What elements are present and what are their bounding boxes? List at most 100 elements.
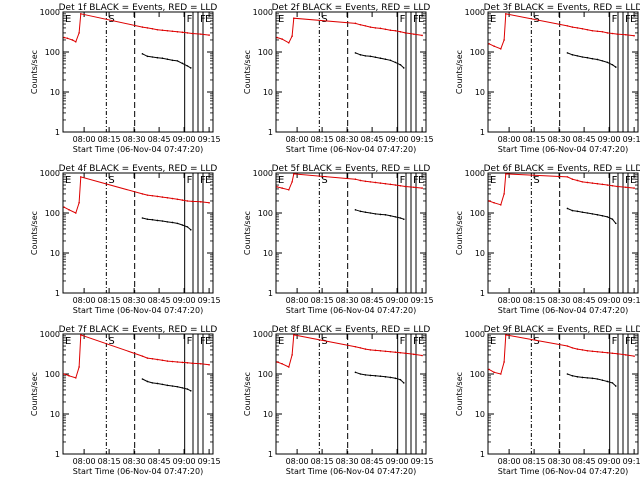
flag-label: S <box>108 175 114 186</box>
events-series-line <box>142 378 192 392</box>
x-tick-label: 09:15 <box>411 135 434 144</box>
flag-label: F <box>200 14 206 25</box>
panel-det-6: Det 6f BLACK = Events, RED = LLD 1 10 100 10… <box>455 164 640 315</box>
x-tick-label: 08:30 <box>336 135 359 144</box>
events-series-line <box>355 371 405 384</box>
events-series-line <box>567 52 617 68</box>
y-tick-label: 100 <box>45 48 60 57</box>
y-axis-label: Counts/sec <box>455 372 464 416</box>
plot-frame <box>487 172 639 294</box>
plot-frame <box>62 11 214 133</box>
y-tick-label: 10 <box>475 88 485 97</box>
y-tick-label: 1 <box>268 289 273 298</box>
y-tick-label: 10 <box>263 88 273 97</box>
flag-label: F <box>413 175 419 186</box>
panel-det-1: Det 1f BLACK = Events, RED = LLD 1 10 100 10… <box>30 3 221 154</box>
x-tick-label: 08:30 <box>123 457 146 466</box>
events-series-line <box>355 209 404 220</box>
y-tick-label: 100 <box>45 370 60 379</box>
panel-title: Det 8f BLACK = Events, RED = LLD <box>272 325 431 335</box>
x-tick-label: 09:00 <box>173 457 196 466</box>
x-tick-label: 08:00 <box>73 135 96 144</box>
plot-frame <box>487 11 639 133</box>
x-tick-label: 08:00 <box>498 296 521 305</box>
events-series-line <box>355 52 405 69</box>
events-series-line <box>567 207 617 224</box>
lld-series-line <box>488 13 635 50</box>
y-tick-label: 1 <box>480 289 485 298</box>
x-tick-label: 08:15 <box>523 135 546 144</box>
x-tick-label: 08:45 <box>148 135 171 144</box>
x-axis-label: Start Time (06-Nov-04 07:47:20) <box>286 306 416 315</box>
x-tick-label: 08:45 <box>573 135 596 144</box>
panel-det-5: Det 5f BLACK = Events, RED = LLD 1 10 100 10… <box>243 164 434 315</box>
y-tick-label: 1 <box>55 450 60 459</box>
flag-label: S <box>321 14 327 25</box>
flag-label: E <box>205 336 211 347</box>
flag-label: F <box>200 175 206 186</box>
x-tick-label: 09:00 <box>386 457 409 466</box>
flag-label: F <box>200 336 206 347</box>
x-tick-label: 08:30 <box>548 457 571 466</box>
lld-series-line <box>276 334 423 368</box>
x-axis-label: Start Time (06-Nov-04 07:47:20) <box>286 467 416 476</box>
x-tick-label: 09:00 <box>173 135 196 144</box>
y-tick-label: 10 <box>475 249 485 258</box>
flag-label: F <box>612 14 618 25</box>
flag-label: F <box>612 175 618 186</box>
x-tick-label: 08:00 <box>286 457 309 466</box>
x-tick-label: 08:30 <box>123 135 146 144</box>
flag-label: F <box>612 336 618 347</box>
flag-label: F <box>400 14 406 25</box>
panel-det-7: Det 7f BLACK = Events, RED = LLD 1 10 100 10… <box>30 325 221 476</box>
x-tick-label: 09:00 <box>386 296 409 305</box>
x-tick-label: 08:30 <box>548 135 571 144</box>
plot-frame <box>62 333 214 455</box>
y-axis-label: Counts/sec <box>243 50 252 94</box>
x-tick-label: 08:15 <box>98 457 121 466</box>
y-tick-label: 1000 <box>253 330 273 339</box>
x-tick-label: 08:30 <box>548 296 571 305</box>
y-tick-label: 100 <box>258 48 273 57</box>
panel-title: Det 1f BLACK = Events, RED = LLD <box>59 3 218 13</box>
x-tick-label: 09:00 <box>173 296 196 305</box>
x-tick-label: 09:15 <box>411 457 434 466</box>
flag-label: S <box>321 336 327 347</box>
x-tick-label: 09:00 <box>598 135 621 144</box>
flag-label: E <box>490 14 496 25</box>
flag-label: E <box>278 14 284 25</box>
x-tick-label: 08:30 <box>336 457 359 466</box>
plot-frame <box>275 172 427 294</box>
flag-label: F <box>625 14 631 25</box>
x-axis-label: Start Time (06-Nov-04 07:47:20) <box>73 306 203 315</box>
y-tick-label: 1000 <box>465 330 485 339</box>
panel-title: Det 6f BLACK = Events, RED = LLD <box>484 164 640 174</box>
lld-series-line <box>276 173 423 191</box>
events-series-line <box>142 53 192 69</box>
x-tick-label: 08:15 <box>523 457 546 466</box>
flag-label: E <box>205 175 211 186</box>
flag-label: F <box>187 175 193 186</box>
y-tick-label: 1 <box>268 450 273 459</box>
x-tick-label: 08:45 <box>148 296 171 305</box>
flag-label: E <box>418 14 424 25</box>
x-tick-label: 08:15 <box>98 296 121 305</box>
y-axis-label: Counts/sec <box>243 211 252 255</box>
flag-label: E <box>418 336 424 347</box>
y-axis-label: Counts/sec <box>30 211 39 255</box>
plot-frame <box>62 172 214 294</box>
y-tick-label: 1 <box>268 128 273 137</box>
flag-label: E <box>65 14 71 25</box>
panel-title: Det 9f BLACK = Events, RED = LLD <box>484 325 640 335</box>
y-tick-label: 10 <box>50 410 60 419</box>
y-tick-label: 1000 <box>40 169 60 178</box>
flag-label: E <box>65 336 71 347</box>
x-tick-label: 08:45 <box>573 457 596 466</box>
x-axis-label: Start Time (06-Nov-04 07:47:20) <box>498 145 628 154</box>
x-tick-label: 08:00 <box>73 296 96 305</box>
events-series-line <box>142 217 192 231</box>
flag-label: E <box>630 14 636 25</box>
x-tick-label: 09:15 <box>198 296 221 305</box>
x-tick-label: 09:15 <box>411 296 434 305</box>
